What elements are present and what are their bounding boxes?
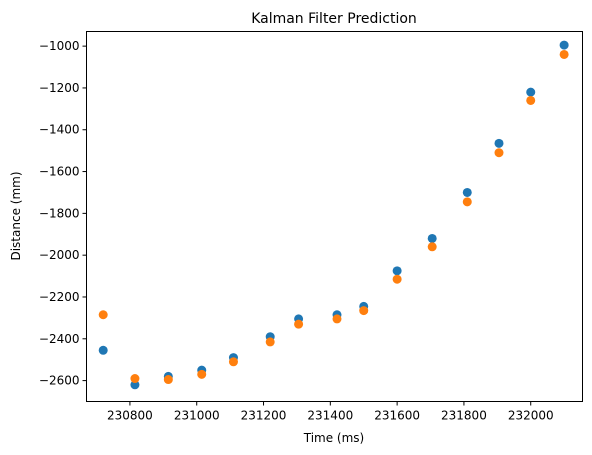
data-point-series-1: [392, 266, 402, 276]
x-tick-label: 231400: [307, 409, 353, 423]
x-tick-label: 230800: [107, 409, 153, 423]
y-tick-label: −1400: [39, 123, 80, 137]
data-point-series-2: [427, 242, 437, 252]
x-axis-label: Time (ms): [303, 431, 365, 445]
data-point-series-2: [163, 375, 173, 385]
y-tick-label: −2600: [39, 374, 80, 388]
data-point-series-2: [197, 369, 207, 379]
y-tick-label: −1000: [39, 39, 80, 53]
data-point-series-2: [265, 337, 275, 347]
y-tick-label: −1600: [39, 165, 80, 179]
x-tick-label: 231800: [441, 409, 487, 423]
data-point-series-1: [462, 187, 472, 197]
x-tick-label: 231200: [241, 409, 287, 423]
plot-points: [98, 40, 569, 390]
data-point-series-2: [526, 95, 536, 105]
chart-title: Kalman Filter Prediction: [251, 11, 417, 27]
data-point-series-2: [130, 374, 140, 384]
data-point-series-2: [332, 314, 342, 324]
data-point-series-2: [98, 310, 108, 320]
x-tick-label: 231600: [374, 409, 420, 423]
data-point-series-1: [559, 40, 569, 50]
x-tick-label: 231000: [174, 409, 220, 423]
data-point-series-1: [130, 380, 140, 390]
y-tick-label: −1200: [39, 81, 80, 95]
y-axis-label: Distance (mm): [9, 171, 23, 260]
y-axis-ticks: −2600 −2400 −2200 −2000 −1800 −1600 −1400 −1200…: [39, 39, 87, 388]
data-point-series-1: [98, 345, 108, 355]
y-tick-label: −2400: [39, 332, 80, 346]
x-tick-label: 232000: [508, 409, 554, 423]
data-point-series-1: [427, 233, 437, 243]
data-point-series-2: [462, 197, 472, 207]
y-tick-label: −1800: [39, 206, 80, 220]
plot-frame: [86, 31, 583, 402]
data-point-series-2: [294, 319, 304, 329]
data-point-series-2: [359, 306, 369, 316]
data-point-series-1: [494, 138, 504, 148]
x-axis-ticks: 230800 231000 231200 231400 231600 231800 2320…: [107, 401, 554, 423]
data-point-series-2: [494, 148, 504, 158]
data-point-series-2: [228, 357, 238, 367]
y-tick-label: −2000: [39, 248, 80, 262]
y-tick-label: −2200: [39, 290, 80, 304]
data-point-series-1: [526, 87, 536, 97]
data-point-series-2: [392, 274, 402, 284]
data-point-series-2: [559, 49, 569, 59]
